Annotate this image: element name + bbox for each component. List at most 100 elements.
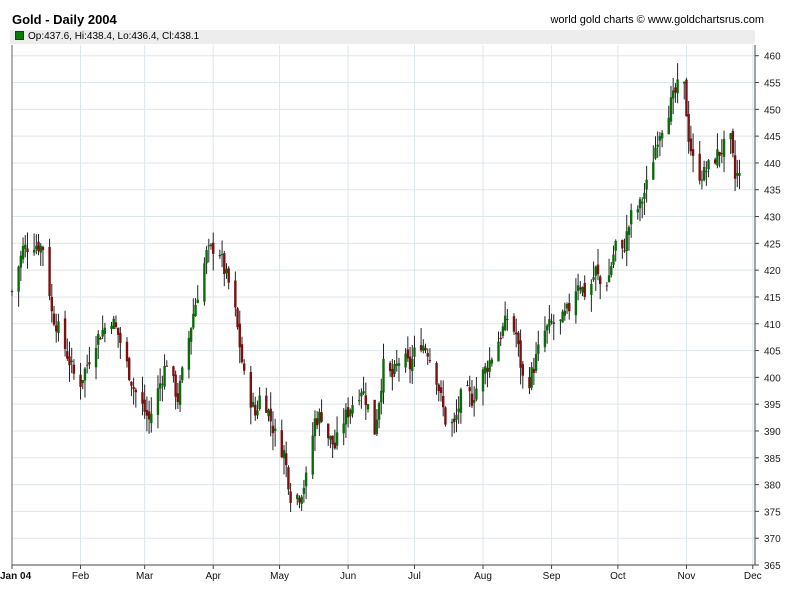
candle-body (503, 315, 507, 330)
candle-body (470, 393, 474, 406)
candle-body (41, 247, 45, 251)
y-tick-label: 380 (764, 481, 781, 492)
candle-body (437, 384, 440, 392)
candle-body (621, 240, 624, 249)
candle-body (99, 337, 102, 340)
candle-body (625, 231, 628, 251)
candle-body (48, 246, 51, 297)
candle-body (736, 173, 739, 176)
candle-body (667, 117, 670, 135)
candle-body (116, 327, 120, 335)
candle-body (411, 358, 414, 372)
candle-body (459, 389, 463, 413)
candle-body (189, 328, 193, 342)
candle-body (514, 332, 518, 335)
candle-body (627, 227, 631, 235)
candle-body (413, 347, 416, 357)
candle-body (256, 410, 259, 416)
x-tick-label: Jul (408, 571, 421, 582)
candle-body (629, 210, 633, 225)
candle-body (79, 374, 82, 387)
candle-body (548, 319, 551, 327)
candle-body (50, 296, 54, 312)
candle-body (298, 497, 301, 503)
candle-body (21, 246, 25, 260)
candle-body (552, 322, 555, 324)
candle-body (318, 411, 321, 424)
candle-body (132, 386, 135, 390)
candle-body (119, 332, 122, 343)
candle-body (565, 303, 569, 309)
candle-body (543, 330, 547, 348)
candle-body (656, 144, 659, 147)
candle-body (130, 381, 133, 386)
candle-body (313, 418, 317, 437)
candle-body (614, 240, 617, 251)
candle-body (424, 347, 427, 351)
candle-body (568, 302, 571, 312)
y-tick-label: 425 (764, 239, 781, 250)
candle-body (209, 244, 213, 247)
y-tick-label: 435 (764, 186, 781, 197)
candle-body (158, 383, 162, 389)
candle-body (426, 353, 429, 357)
candle-body (289, 491, 292, 503)
candle-body (267, 410, 270, 417)
candle-body (165, 365, 168, 367)
candle-body (127, 358, 131, 381)
candle-body (39, 245, 42, 253)
candle-body (581, 286, 584, 293)
y-tick-label: 395 (764, 400, 781, 411)
candle-body (19, 255, 23, 268)
candle-body (450, 421, 454, 424)
x-tick-label: Apr (205, 571, 221, 582)
candle-body (66, 351, 69, 359)
candle-body (349, 410, 352, 417)
candle-body (453, 418, 456, 422)
candle-body (576, 285, 580, 291)
candle-body (296, 494, 299, 500)
candle-body (88, 362, 91, 365)
candle-body (242, 363, 246, 371)
candle-body (406, 349, 410, 359)
candle-body (143, 399, 146, 412)
candle-body (610, 266, 613, 275)
candle-body (579, 287, 582, 290)
candle-body (203, 263, 206, 302)
candle-body (718, 151, 721, 156)
candle-body (702, 166, 706, 181)
candle-body (444, 407, 447, 425)
candle-body (700, 179, 704, 181)
candle-body (687, 114, 690, 142)
candle-body (674, 87, 677, 93)
candle-body (70, 360, 73, 363)
candle-body (373, 399, 376, 435)
candle-body (641, 201, 644, 204)
y-tick-label: 455 (764, 79, 781, 90)
candle-body (161, 383, 164, 385)
candle-body (705, 171, 708, 173)
candle-body (486, 368, 489, 372)
candle-body (52, 313, 56, 325)
candle-body (594, 266, 597, 276)
candle-body (612, 254, 615, 265)
candle-body (722, 138, 726, 157)
candle-body (172, 366, 175, 376)
candle-body (488, 360, 491, 372)
y-tick-label: 440 (764, 159, 781, 170)
candle-body (623, 250, 626, 252)
candle-body (240, 344, 244, 363)
candle-body (320, 412, 323, 422)
candle-body (685, 79, 688, 117)
candle-body (382, 358, 385, 393)
chart-credit: world gold charts © www.goldchartsrus.co… (550, 14, 764, 26)
candle-body (220, 254, 224, 256)
candle-body (194, 304, 197, 317)
candle-body (468, 387, 471, 392)
candle-body (269, 408, 272, 422)
y-tick-label: 410 (764, 320, 781, 331)
candle-body (528, 377, 531, 389)
x-tick-label: Jan 04 (0, 571, 32, 582)
candle-body (395, 363, 398, 366)
candle-body (236, 308, 239, 328)
